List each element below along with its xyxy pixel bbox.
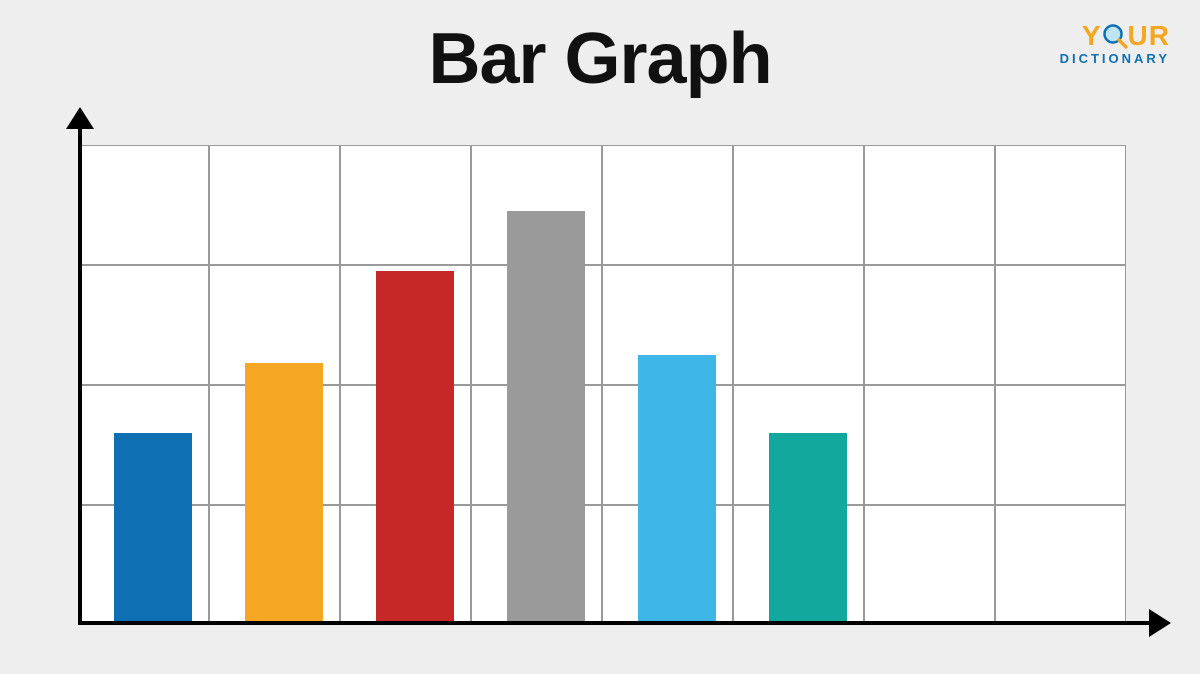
brand-logo: Y UR DICTIONARY	[1060, 22, 1170, 65]
grid-cell	[995, 145, 1126, 265]
grid-cell	[995, 505, 1126, 625]
y-axis-arrow-icon	[66, 107, 94, 129]
bar	[245, 363, 323, 625]
bar	[638, 355, 716, 625]
logo-your-ur: UR	[1128, 22, 1170, 50]
grid-cell	[995, 265, 1126, 385]
brand-logo-top: Y UR	[1060, 22, 1170, 50]
bar	[114, 433, 192, 625]
plot-area	[78, 145, 1128, 625]
grid-cell	[340, 145, 471, 265]
bar-chart	[78, 115, 1163, 625]
grid-cell	[733, 145, 864, 265]
bar	[507, 211, 585, 625]
grid-cell	[864, 145, 995, 265]
magnifying-glass-icon	[1102, 23, 1128, 49]
logo-your-y: Y	[1082, 22, 1102, 50]
chart-title: Bar Graph	[0, 18, 1200, 100]
grid-cell	[864, 385, 995, 505]
x-axis-arrow-icon	[1149, 609, 1171, 637]
grid-cell	[78, 265, 209, 385]
grid-cell	[209, 145, 340, 265]
page-root: Bar Graph Y UR DICTIONARY	[0, 0, 1200, 674]
grid-cell	[995, 385, 1126, 505]
x-axis	[78, 621, 1157, 625]
logo-dictionary: DICTIONARY	[1060, 52, 1170, 65]
grid-cell	[733, 265, 864, 385]
grid-cell	[864, 505, 995, 625]
grid-cell	[864, 265, 995, 385]
bar	[769, 433, 847, 625]
bar	[376, 271, 454, 625]
y-axis	[78, 121, 82, 625]
grid-cell	[602, 145, 733, 265]
grid-cell	[78, 145, 209, 265]
